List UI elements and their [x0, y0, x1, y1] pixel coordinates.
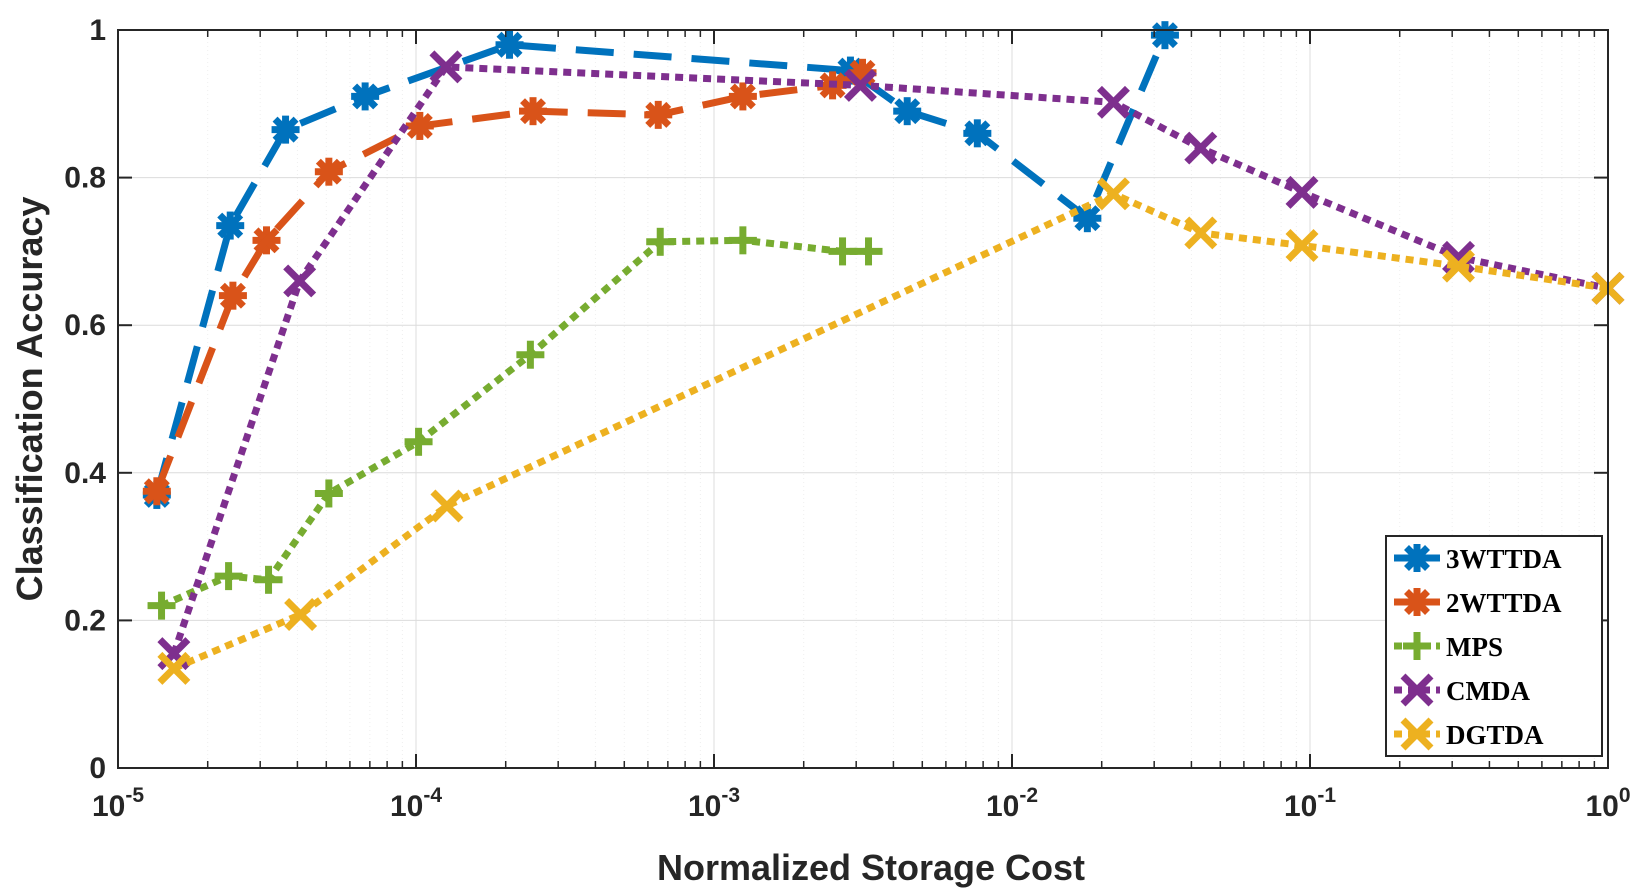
data-point [646, 227, 675, 256]
data-point [351, 82, 380, 111]
data-point [254, 565, 283, 594]
x-axis-label: Normalized Storage Cost [657, 847, 1085, 888]
series-layer [142, 21, 1625, 685]
legend-item: 2WTTDA [1394, 588, 1562, 618]
y-tick-label: 0.4 [64, 457, 106, 490]
data-point [314, 157, 343, 186]
data-point [214, 562, 243, 591]
series-line-3wttda [153, 33, 1169, 496]
data-point [893, 97, 922, 126]
data-point [283, 264, 317, 298]
x-tick-label: 10-3 [688, 784, 740, 823]
legend-marker [1403, 632, 1431, 660]
data-point [314, 479, 343, 508]
data-point [404, 427, 433, 456]
data-point [1442, 249, 1475, 283]
legend-label: CMDA [1446, 676, 1530, 706]
series-line-mps [160, 236, 869, 609]
series-dgtda [157, 177, 1625, 685]
plot-frame [117, 29, 1609, 769]
data-point [1285, 175, 1319, 209]
legend-item: DGTDA [1394, 717, 1544, 751]
data-point [728, 82, 757, 111]
data-point [516, 340, 545, 369]
y-axis-label: Classification Accuracy [9, 197, 50, 602]
legend-marker [1400, 717, 1434, 751]
series-mps [147, 226, 883, 620]
data-point [216, 211, 245, 240]
data-point [728, 226, 757, 255]
legend-item: MPS [1394, 632, 1503, 662]
data-point [495, 30, 524, 59]
data-point [284, 598, 318, 631]
legend-marker [1400, 673, 1434, 707]
data-point [644, 100, 673, 129]
legend-marker [1403, 588, 1431, 616]
data-point [271, 115, 300, 144]
y-tick-label: 0 [89, 752, 106, 785]
data-point [252, 226, 281, 255]
legend-label: MPS [1446, 632, 1503, 662]
x-tick-label: 100 [1585, 784, 1630, 823]
legend-item: 3WTTDA [1394, 544, 1562, 574]
series-line-2wttda [153, 69, 864, 493]
y-tick-label: 0.2 [64, 604, 106, 637]
data-point [1096, 177, 1130, 211]
data-point [519, 97, 548, 126]
grid [117, 29, 1608, 769]
x-tick-label: 10-5 [92, 784, 144, 823]
tick-labels: 10-5 10-4 10-3 10-2 10-1 100 0 0.2 0.4 0.6 0.8 1 [64, 14, 1630, 823]
data-point [843, 68, 877, 102]
series-cmda [157, 50, 1625, 671]
data-point [1285, 229, 1319, 262]
data-point [1150, 21, 1179, 50]
data-point [828, 237, 857, 266]
series-line-dgtda [172, 190, 1609, 672]
legend-item: CMDA [1394, 673, 1530, 707]
data-point [142, 477, 171, 506]
data-point [1184, 131, 1218, 165]
data-point [218, 281, 247, 310]
data-point [1096, 85, 1130, 119]
x-tick-label: 10-2 [986, 784, 1038, 823]
data-point [157, 651, 191, 685]
data-point [963, 119, 992, 148]
legend-marker [1403, 544, 1431, 572]
y-tick-label: 1 [89, 14, 106, 47]
legend-label: 3WTTDA [1446, 544, 1562, 574]
x-tick-label: 10-4 [390, 784, 442, 823]
data-point [1184, 216, 1218, 250]
y-tick-label: 0.6 [64, 309, 106, 342]
x-tick-label: 10-1 [1284, 784, 1336, 823]
data-point [854, 237, 883, 266]
y-tick-label: 0.8 [64, 162, 106, 195]
legend: 3WTTDA 2WTTDA MPS CMDA DGTDA [1385, 535, 1603, 757]
legend-label: 2WTTDA [1446, 588, 1562, 618]
data-point [430, 489, 464, 523]
data-point [429, 50, 463, 84]
legend-label: DGTDA [1446, 720, 1544, 750]
data-point [147, 591, 176, 620]
axes [117, 29, 1609, 769]
